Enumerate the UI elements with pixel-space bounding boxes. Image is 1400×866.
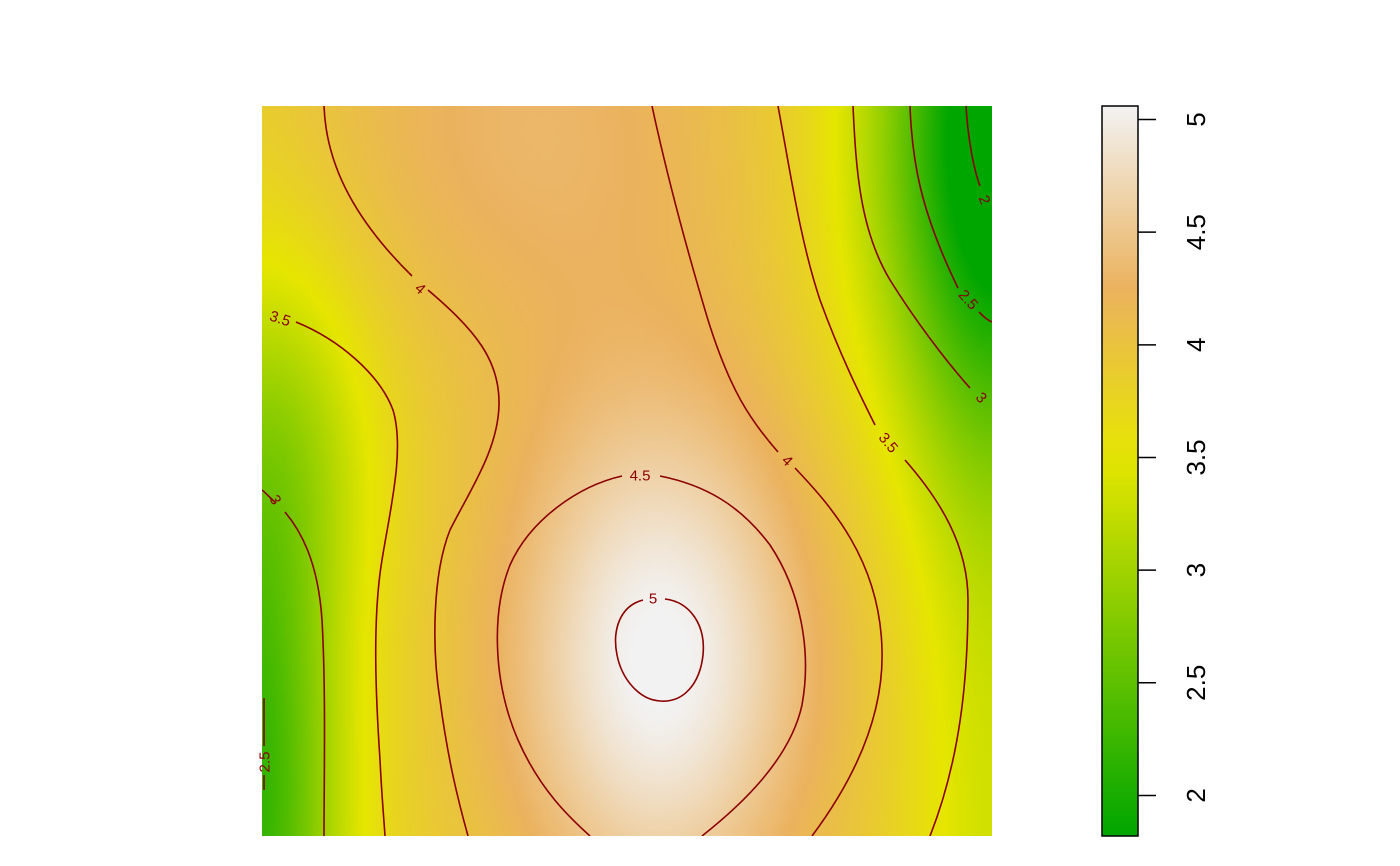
contour-line-4-left bbox=[323, 106, 500, 836]
contour-label: 2.5 bbox=[257, 752, 274, 773]
contour-line-3-5-right bbox=[777, 106, 969, 836]
contour-line-4-right bbox=[651, 106, 883, 836]
legend-tick-label: 3 bbox=[1181, 563, 1211, 577]
legend-color-bar bbox=[1102, 106, 1138, 836]
contour-line-2-5-right bbox=[909, 106, 992, 323]
contour-line-3-left bbox=[262, 489, 326, 836]
legend-tick-label: 2.5 bbox=[1181, 665, 1211, 701]
contour-line-2 bbox=[965, 106, 981, 187]
contour-label: 5 bbox=[649, 591, 657, 608]
contour-line-5 bbox=[614, 598, 705, 702]
contour-line-4-5 bbox=[496, 475, 807, 836]
legend-tick-label: 3.5 bbox=[1181, 439, 1211, 475]
legend-tick-label: 4 bbox=[1181, 338, 1211, 352]
legend-ticks: 2 2.5 3 3.5 4 4.5 5 bbox=[1138, 112, 1211, 803]
contour-line-3-5-left bbox=[295, 321, 399, 836]
legend-tick-label: 2 bbox=[1181, 788, 1211, 802]
contour-label: 3.5 bbox=[267, 308, 292, 331]
legend-tick-label: 4.5 bbox=[1181, 214, 1211, 250]
legend-frame bbox=[1101, 105, 1139, 837]
heatmap-surface bbox=[262, 106, 992, 836]
contour-label: 4.5 bbox=[630, 468, 651, 485]
legend-tick-label: 5 bbox=[1181, 112, 1211, 126]
color-legend: 2 2.5 3 3.5 4 4.5 5 bbox=[1101, 105, 1211, 837]
contour-line-3-right bbox=[852, 106, 971, 389]
contour-lines bbox=[262, 106, 992, 836]
